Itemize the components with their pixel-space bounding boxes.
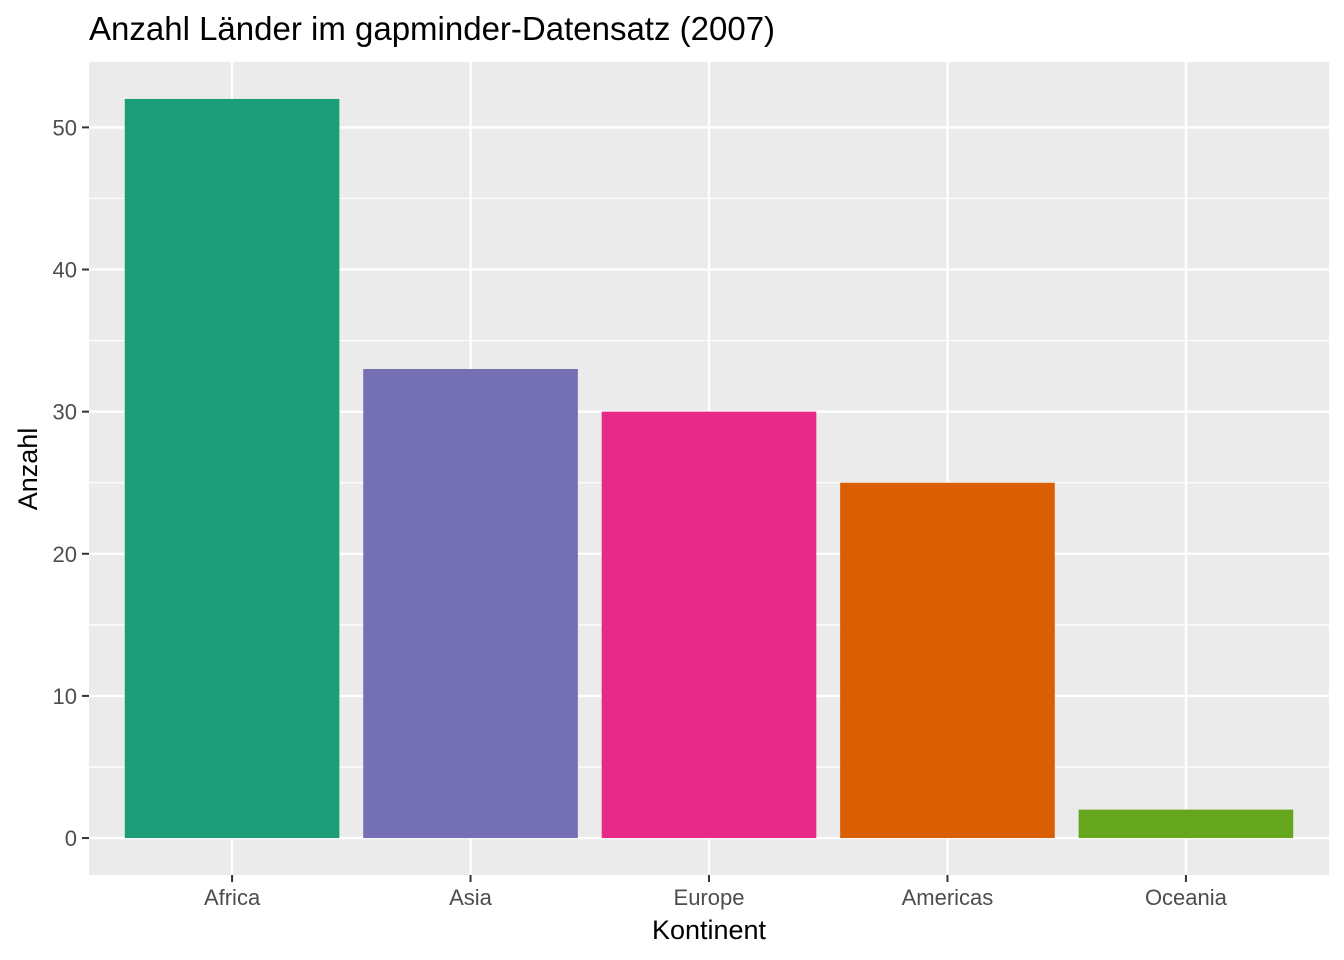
x-axis-title: Kontinent bbox=[652, 915, 767, 945]
bar-americas bbox=[840, 482, 1055, 839]
y-tick-label: 30 bbox=[53, 400, 77, 425]
bars bbox=[124, 98, 1294, 839]
y-tick-label: 20 bbox=[53, 542, 77, 567]
y-axis-title: Anzahl bbox=[13, 428, 43, 511]
y-tick-label: 10 bbox=[53, 684, 77, 709]
bar-asia bbox=[363, 369, 578, 839]
bar-africa bbox=[124, 98, 340, 839]
chart-title: Anzahl Länder im gapminder-Datensatz (20… bbox=[89, 10, 775, 47]
y-tick-label: 50 bbox=[53, 115, 77, 140]
bar-europe bbox=[601, 411, 817, 839]
x-tick-label: Americas bbox=[902, 885, 994, 910]
x-axis: Africa Asia Europe Americas Oceania bbox=[204, 875, 1228, 910]
x-tick-label: Europe bbox=[674, 885, 745, 910]
x-tick-label: Africa bbox=[204, 885, 261, 910]
y-axis: 0 10 20 30 40 50 bbox=[53, 115, 89, 851]
x-tick-label: Oceania bbox=[1145, 885, 1228, 910]
y-tick-label: 0 bbox=[65, 826, 77, 851]
bar-oceania bbox=[1078, 809, 1294, 839]
y-tick-label: 40 bbox=[53, 258, 77, 283]
x-tick-label: Asia bbox=[449, 885, 493, 910]
